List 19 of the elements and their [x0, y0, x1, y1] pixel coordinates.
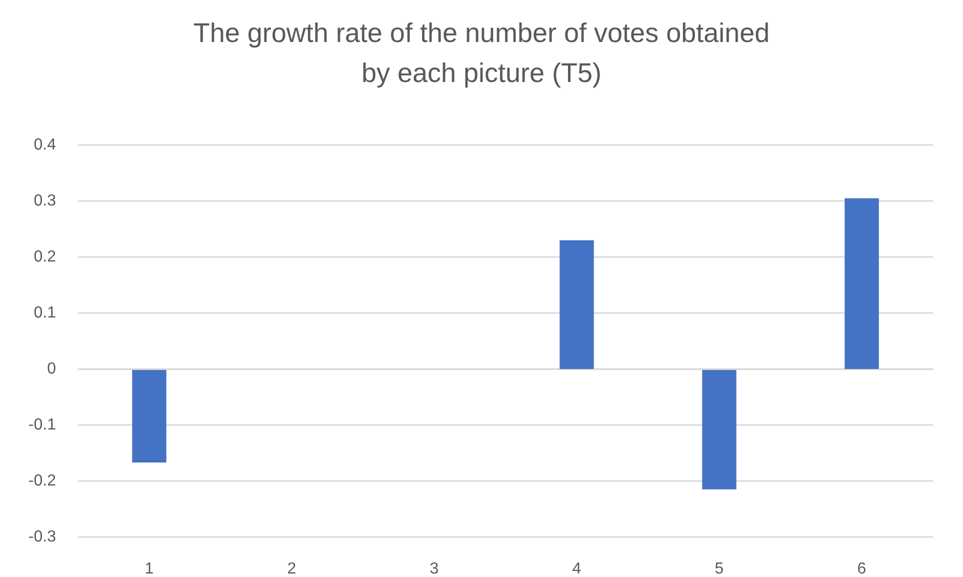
- x-tick-label: 5: [714, 560, 724, 577]
- x-tick-label: 4: [572, 560, 582, 577]
- x-tick-label: 2: [287, 560, 296, 577]
- bar: [844, 198, 879, 369]
- x-tick-label: 1: [144, 560, 154, 577]
- bar: [560, 240, 594, 369]
- y-tick-label: 0.1: [34, 304, 56, 322]
- y-tick-label: 0: [47, 360, 56, 378]
- chart-title: The growth rate of the number of votes obtained by each picture (T5): [193, 18, 770, 88]
- y-tick-label: 0.4: [34, 136, 56, 154]
- bar: [702, 369, 736, 490]
- y-tick-label: -0.1: [28, 416, 56, 434]
- bar: [132, 369, 166, 463]
- x-tick-label: 3: [430, 560, 439, 577]
- y-tick-label: -0.3: [28, 528, 56, 546]
- x-tick-label: 6: [857, 560, 866, 577]
- y-tick-label: -0.2: [28, 472, 56, 490]
- y-tick-label: 0.3: [34, 192, 56, 210]
- y-tick-label: 0.2: [34, 248, 56, 266]
